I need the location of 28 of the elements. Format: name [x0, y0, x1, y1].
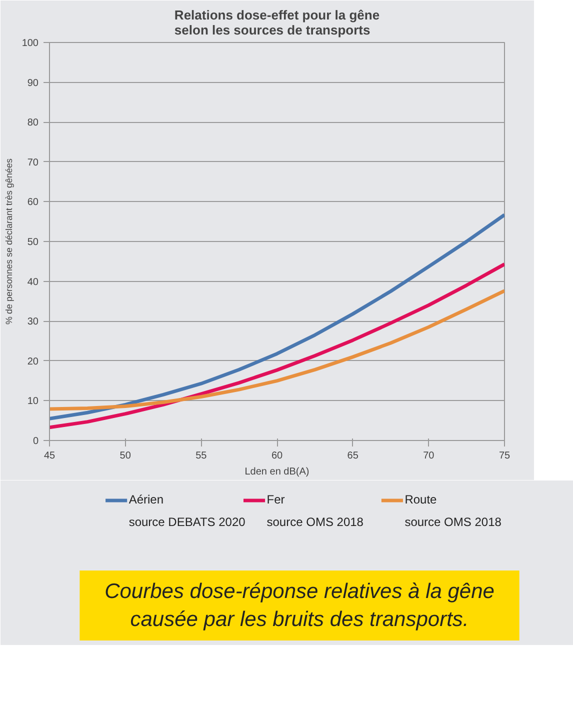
line-series [50, 213, 504, 420]
y-tick-label: 20 [27, 356, 39, 368]
x-tick-label: 45 [44, 450, 56, 462]
y-tick-label: 60 [27, 197, 39, 208]
text: Courbes dose-réponse relatives à la gêne causée par les bruits des transports. [104, 580, 494, 631]
legend-label: Aérien source DEBATS 2020 [128, 492, 246, 529]
x-tick-label: 65 [347, 450, 359, 462]
legend-label: Fer source OMS 2018 [266, 492, 364, 529]
y-tick-label: 90 [27, 78, 39, 89]
y-tick-label: 70 [27, 157, 39, 168]
y-tick-label: 40 [27, 276, 39, 288]
y-axis-title: % de personnes se déclarant très gênées [4, 158, 14, 325]
y-tick-label: 30 [27, 316, 39, 328]
x-tick-label: 60 [271, 450, 283, 462]
x-tick-label: 70 [423, 450, 435, 462]
x-tick-label: 50 [120, 450, 132, 462]
y-tick-label: 80 [27, 118, 39, 129]
y-tick-label: 0 [32, 436, 39, 447]
y-tick-label: 100 [22, 38, 39, 49]
y-tick-label: 10 [27, 396, 39, 408]
chart-title: Relations dose-effet pour la gêne selon les sources de transports [174, 8, 380, 38]
y-tick-label: 50 [27, 237, 39, 248]
x-axis-title: Lden en dB(A) [244, 466, 310, 478]
line-series [50, 289, 504, 411]
x-tick-label: 75 [498, 450, 510, 462]
x-tick-label: 55 [196, 450, 208, 462]
legend-label: Route source OMS 2018 [404, 492, 502, 529]
line-series [50, 262, 504, 430]
